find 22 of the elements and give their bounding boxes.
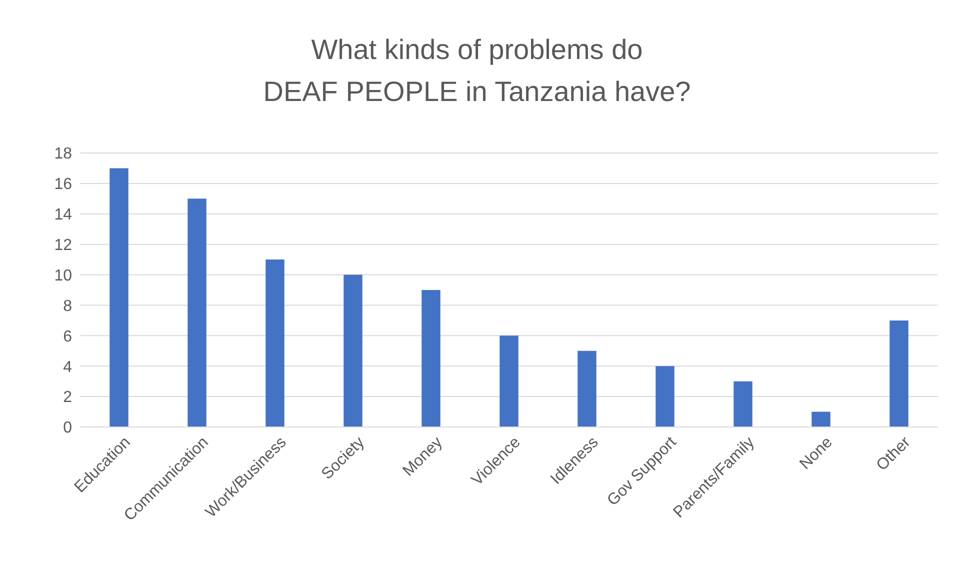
y-tick-label: 12 xyxy=(54,237,72,254)
y-tick-label: 8 xyxy=(63,298,72,315)
bar xyxy=(110,168,128,427)
bar xyxy=(344,274,362,427)
bar xyxy=(266,260,284,427)
y-tick-label: 2 xyxy=(63,389,72,406)
y-tick-label: 16 xyxy=(54,176,72,194)
bar xyxy=(422,290,440,427)
bar xyxy=(656,366,674,427)
y-tick-label: 6 xyxy=(63,328,72,346)
bar xyxy=(734,381,752,427)
chart-title: What kinds of problems do DEAF PEOPLE in Tanzania have? xyxy=(262,32,692,108)
y-tick-label: 4 xyxy=(63,358,72,376)
bar xyxy=(812,412,830,427)
bar xyxy=(500,336,518,427)
y-tick-label: 14 xyxy=(54,206,72,224)
bar xyxy=(578,350,596,427)
y-tick-label: 10 xyxy=(54,267,72,284)
bar xyxy=(890,320,908,427)
y-tick-label: 18 xyxy=(54,146,72,163)
y-tick-label: 0 xyxy=(63,420,72,437)
bar xyxy=(188,198,206,427)
